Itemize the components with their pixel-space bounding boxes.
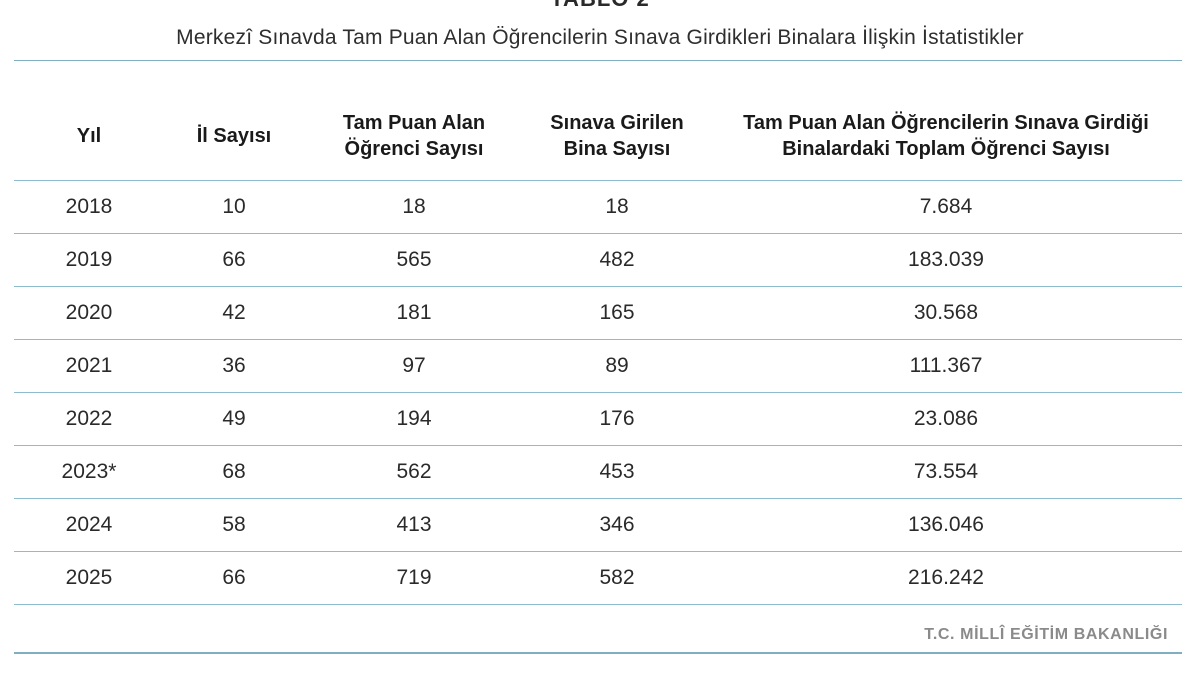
cell-full-score-students: 18 [304,180,524,234]
cell-year: 2020 [14,286,164,340]
cell-year: 2023* [14,445,164,499]
cell-province-count: 66 [164,233,304,287]
table-row: 2018 10 18 18 7.684 [14,180,1182,234]
source-attribution: T.C. MİLLÎ EĞİTİM BAKANLIĞI [924,626,1168,643]
cell-full-score-students: 413 [304,498,524,552]
bottom-divider [14,652,1182,654]
cell-building-count: 89 [524,339,710,393]
cell-full-score-students: 194 [304,392,524,446]
table-row: 2024 58 413 346 136.046 [14,498,1182,552]
cell-total-students: 23.086 [710,392,1182,446]
column-header-full-score-students: Tam Puan Alan Öğrenci Sayısı [304,92,524,181]
cell-total-students: 136.046 [710,498,1182,552]
table-row: 2023* 68 562 453 73.554 [14,445,1182,499]
header-row: Yıl İl Sayısı Tam Puan Alan Öğrenci Sayı… [14,92,1182,181]
cell-full-score-students: 719 [304,551,524,605]
cell-building-count: 482 [524,233,710,287]
cell-province-count: 10 [164,180,304,234]
cell-province-count: 68 [164,445,304,499]
cell-building-count: 346 [524,498,710,552]
cell-building-count: 165 [524,286,710,340]
cell-year: 2019 [14,233,164,287]
statistics-table: Yıl İl Sayısı Tam Puan Alan Öğrenci Sayı… [14,92,1182,605]
cell-full-score-students: 562 [304,445,524,499]
cell-year: 2018 [14,180,164,234]
table-row: 2022 49 194 176 23.086 [14,392,1182,446]
cell-year: 2022 [14,392,164,446]
cell-province-count: 49 [164,392,304,446]
cell-total-students: 73.554 [710,445,1182,499]
cell-full-score-students: 565 [304,233,524,287]
cell-year: 2024 [14,498,164,552]
cell-total-students: 7.684 [710,180,1182,234]
column-header-total-students: Tam Puan Alan Öğrencilerin Sınava Girdiğ… [710,92,1182,181]
cell-province-count: 42 [164,286,304,340]
cell-building-count: 176 [524,392,710,446]
cell-full-score-students: 97 [304,339,524,393]
table-label: TABLO 2 [0,0,1200,12]
cell-total-students: 216.242 [710,551,1182,605]
cell-building-count: 453 [524,445,710,499]
cell-building-count: 18 [524,180,710,234]
table-row: 2020 42 181 165 30.568 [14,286,1182,340]
table-row: 2021 36 97 89 111.367 [14,339,1182,393]
column-header-year: Yıl [14,92,164,181]
cell-year: 2021 [14,339,164,393]
cell-year: 2025 [14,551,164,605]
column-header-building-count: Sınava Girilen Bina Sayısı [524,92,710,181]
cell-building-count: 582 [524,551,710,605]
column-header-province-count: İl Sayısı [164,92,304,181]
cell-total-students: 30.568 [710,286,1182,340]
cell-total-students: 183.039 [710,233,1182,287]
table-caption: Merkezî Sınavda Tam Puan Alan Öğrenciler… [176,26,1024,49]
cell-total-students: 111.367 [710,339,1182,393]
cell-province-count: 66 [164,551,304,605]
top-divider [14,60,1182,61]
cell-full-score-students: 181 [304,286,524,340]
cell-province-count: 58 [164,498,304,552]
table-row: 2025 66 719 582 216.242 [14,551,1182,605]
cell-province-count: 36 [164,339,304,393]
table-row: 2019 66 565 482 183.039 [14,233,1182,287]
